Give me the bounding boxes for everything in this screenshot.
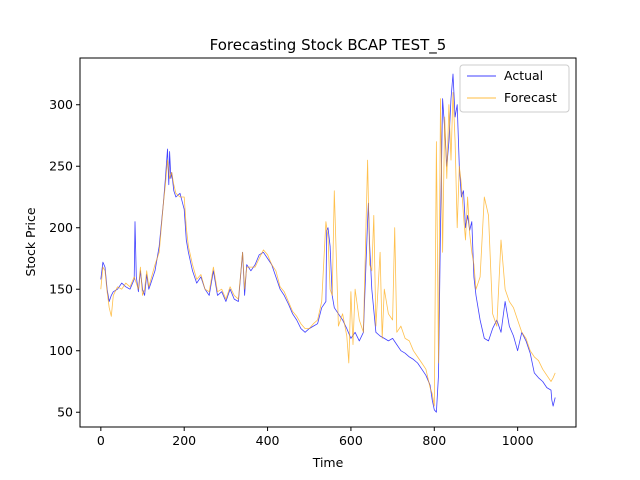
- series-layer: [100, 73, 556, 413]
- y-tick-label: 50: [57, 405, 73, 420]
- x-axis-ticks: 0 200 400 600 800 1000: [97, 427, 534, 448]
- x-axis-label: Time: [312, 455, 344, 470]
- x-tick-label: 600: [339, 433, 363, 448]
- y-tick-label: 300: [49, 97, 73, 112]
- series-line-forecast: [100, 92, 556, 407]
- y-tick-label: 200: [49, 220, 73, 235]
- y-tick-label: 150: [49, 282, 73, 297]
- x-tick-label: 1000: [502, 433, 534, 448]
- y-axis-label: Stock Price: [23, 207, 38, 276]
- x-tick-label: 0: [97, 433, 105, 448]
- legend-label-actual: Actual: [504, 68, 543, 83]
- y-tick-label: 250: [49, 159, 73, 174]
- plot-area: [79, 57, 577, 428]
- plot-frame: [79, 57, 577, 428]
- series-line-actual: [100, 73, 556, 413]
- legend-label-forecast: Forecast: [504, 90, 557, 105]
- legend: Actual Forecast: [459, 64, 570, 113]
- chart-title: Forecasting Stock BCAP TEST_5: [210, 36, 447, 55]
- y-axis-ticks: 50 100 150 200 250 300: [49, 97, 80, 420]
- x-tick-label: 200: [172, 433, 196, 448]
- legend-box: [459, 64, 570, 113]
- y-tick-label: 100: [49, 343, 73, 358]
- x-tick-label: 400: [256, 433, 280, 448]
- x-tick-label: 800: [422, 433, 446, 448]
